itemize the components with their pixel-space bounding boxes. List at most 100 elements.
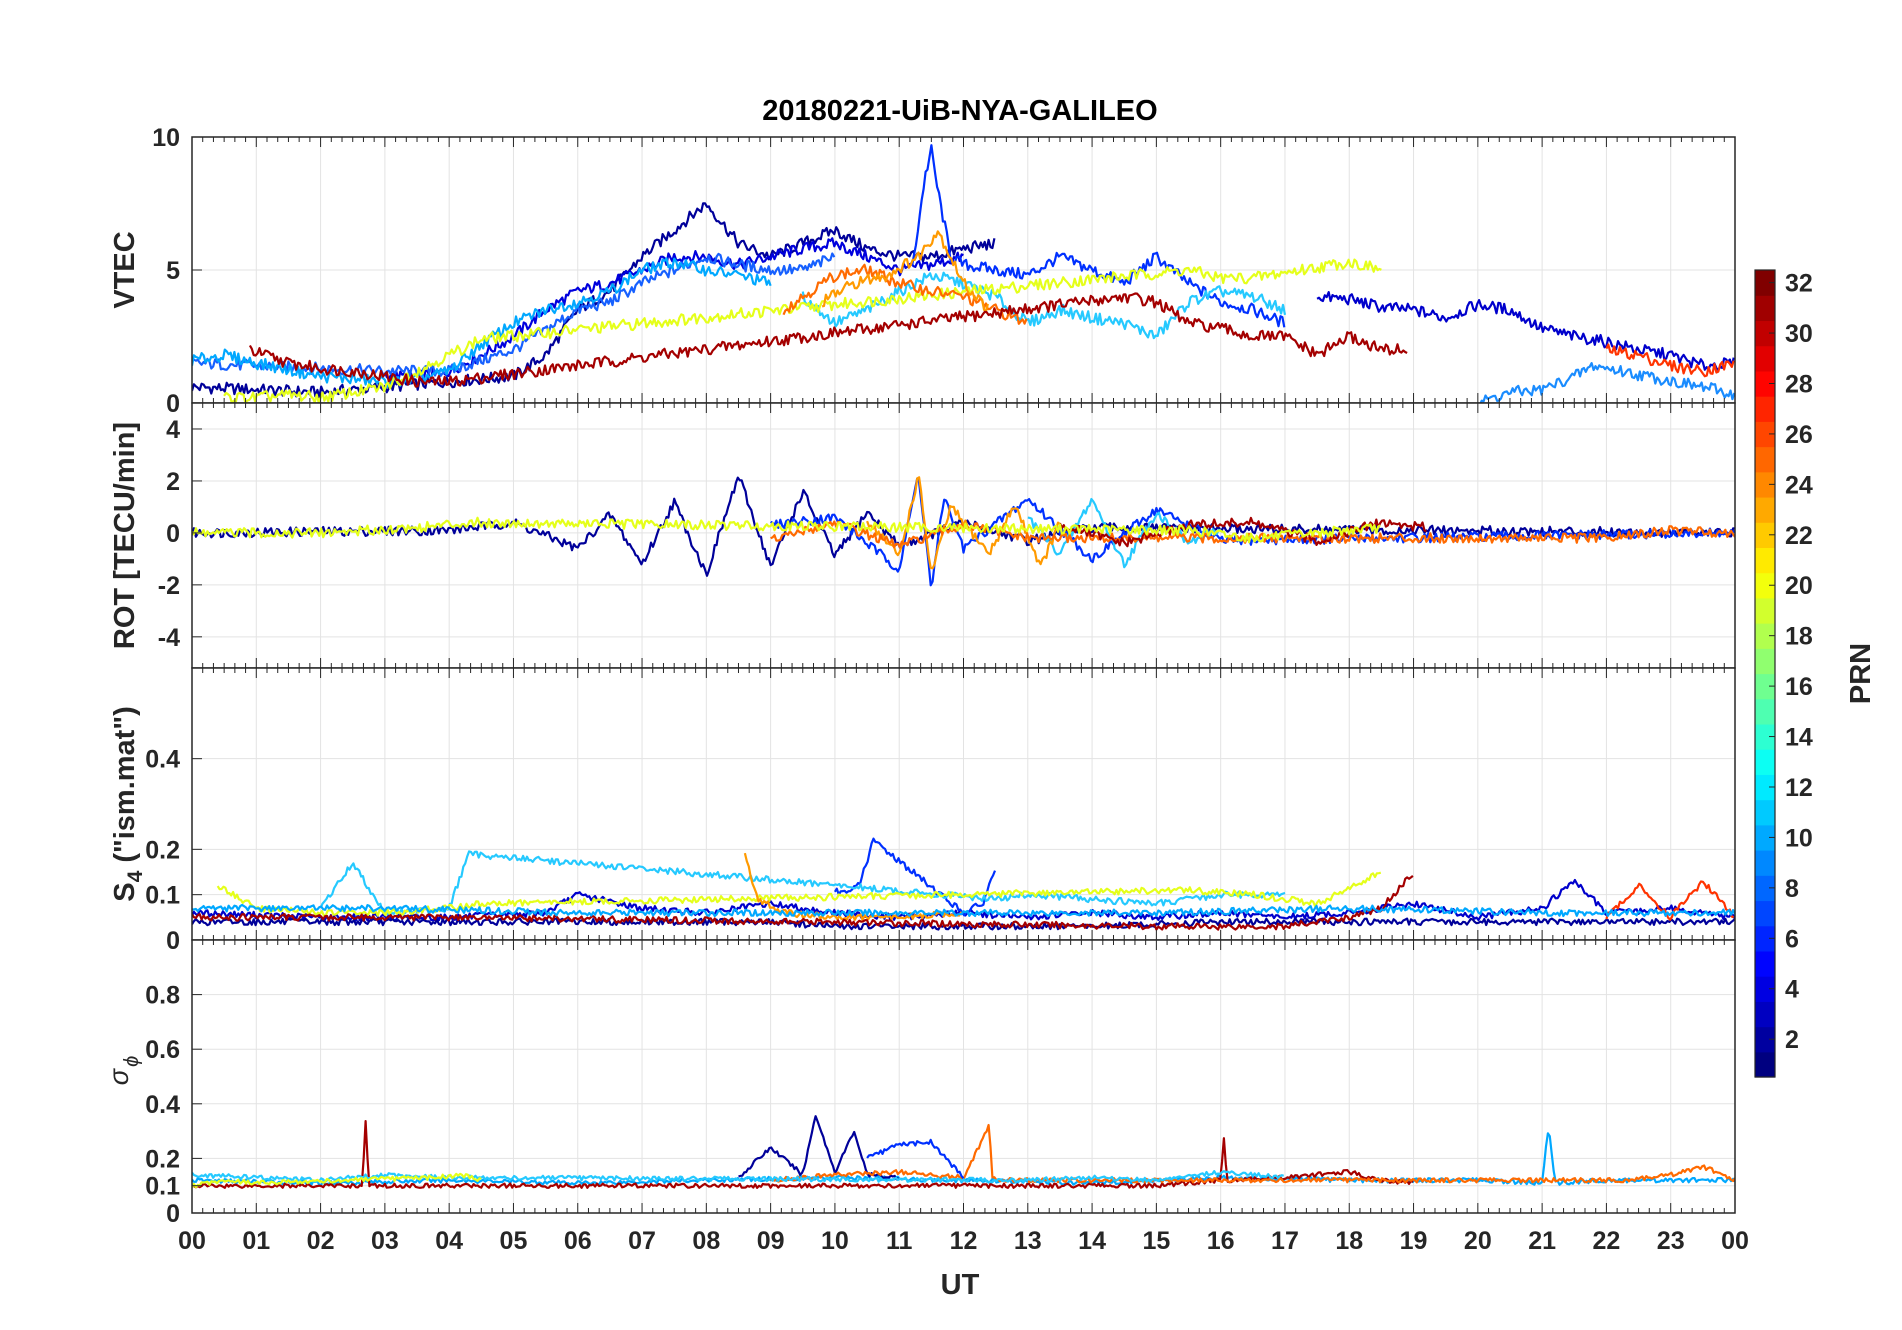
series-line	[192, 1172, 482, 1189]
colorbar-segment	[1755, 900, 1775, 927]
series-line	[192, 1170, 1285, 1184]
x-tick-label: 19	[1400, 1227, 1428, 1255]
y-tick-label: 0.2	[145, 1145, 180, 1173]
grid	[191, 403, 1736, 668]
y-tick-label: 0.4	[145, 1091, 180, 1119]
chart-title: 20180221-UiB-NYA-GALILEO	[762, 95, 1157, 127]
y-tick-label: 0	[166, 520, 180, 548]
series-line	[1605, 880, 1735, 921]
y-tick-label: 10	[152, 124, 180, 152]
y-axis-label: VTEC	[109, 231, 141, 308]
colorbar-label: PRN	[1845, 643, 1877, 704]
colorbar-segment	[1755, 295, 1775, 322]
x-ticks	[191, 137, 1736, 403]
colorbar-segment	[1755, 471, 1775, 498]
x-tick-label: 14	[1078, 1227, 1106, 1255]
y-axis-label-rest: ("ism.mat")	[109, 706, 141, 870]
colorbar-tick-label: 10	[1785, 824, 1813, 852]
x-tick-label: 17	[1271, 1227, 1299, 1255]
colorbar-segment	[1755, 824, 1775, 851]
colorbar-segment	[1755, 270, 1775, 296]
x-tick-label: 23	[1657, 1227, 1685, 1255]
colorbar-tick-label: 16	[1785, 673, 1813, 701]
x-tick-label: 02	[307, 1227, 335, 1255]
x-tick-label: 20	[1464, 1227, 1492, 1255]
colorbar-segment	[1755, 774, 1775, 801]
colorbar-segment	[1755, 446, 1775, 473]
colorbar-tick-label: 14	[1785, 724, 1813, 752]
y-tick-label: 0.6	[145, 1036, 180, 1064]
y-axis-label: σϕ	[104, 1056, 143, 1085]
series-line	[866, 1138, 965, 1180]
y-tick-label: -2	[158, 572, 180, 600]
series-line	[1027, 497, 1221, 569]
x-tick-label: 00	[1721, 1227, 1749, 1255]
colorbar-segment	[1755, 749, 1775, 775]
series-group	[192, 1115, 1735, 1189]
y-tick-label: 0	[166, 390, 180, 418]
x-tick-label: 22	[1593, 1227, 1621, 1255]
colorbar-tick-label: 24	[1785, 471, 1813, 499]
colorbar-segment	[1755, 623, 1775, 649]
y-tick-label: 0.1	[145, 882, 180, 910]
colorbar-frame	[1754, 269, 1776, 1078]
y-tick-label: 5	[166, 257, 180, 285]
colorbar-segment	[1755, 370, 1775, 397]
series-line	[248, 292, 1408, 388]
panel-s4: 00.10.20.4S4 ("ism.mat")	[109, 667, 1736, 955]
series-line	[223, 258, 1382, 403]
x-axis-label: UT	[941, 1269, 980, 1301]
y-tick-label: 2	[166, 468, 180, 496]
colorbar-segment	[1755, 1026, 1775, 1053]
series-line	[738, 1115, 900, 1181]
colorbar-tick-label: 22	[1785, 522, 1813, 550]
colorbar-segment	[1755, 976, 1775, 1002]
x-tick-label: 15	[1142, 1227, 1170, 1255]
x-tick-label: 03	[371, 1227, 399, 1255]
y-tick-label: -4	[158, 624, 180, 652]
series-line	[911, 144, 1286, 328]
y-axis-label: ROT [TECU/min]	[109, 422, 141, 649]
x-tick-label: 16	[1207, 1227, 1235, 1255]
colorbar-tick-label: 6	[1785, 925, 1799, 953]
series-group	[192, 144, 1735, 403]
series-line	[782, 263, 1028, 325]
y-tick-label: 0	[166, 1200, 180, 1228]
colorbar-segment	[1755, 673, 1775, 700]
colorbar-segment	[1755, 547, 1775, 574]
series-line	[216, 871, 1382, 917]
y-tick-label: 4	[166, 416, 180, 444]
colorbar-segment	[1755, 345, 1775, 372]
x-tick-label: 08	[692, 1227, 720, 1255]
colorbar-tick-label: 4	[1785, 976, 1799, 1004]
y-tick-label: 0.8	[145, 982, 180, 1010]
series-line	[192, 257, 772, 389]
series-line	[1605, 343, 1735, 378]
x-tick-label: 12	[950, 1227, 978, 1255]
colorbar-segment	[1755, 950, 1775, 977]
colorbar-tick-label: 26	[1785, 421, 1813, 449]
colorbar-segment	[1755, 1051, 1775, 1078]
colorbar-tick-label: 32	[1785, 270, 1813, 298]
x-tick-label: 11	[886, 1227, 913, 1255]
panel-sigma_phi: 00.10.2 0.4 0.6 0.8 σϕ 00 01 02 03 04 05 06 07 08 09 10…	[104, 939, 1749, 1255]
series-line	[192, 903, 1735, 918]
x-tick-label: 01	[242, 1227, 270, 1255]
colorbar-segment	[1755, 597, 1775, 624]
x-ticks	[191, 668, 1736, 940]
series-group	[192, 476, 1735, 587]
y-tick-label: 0.2	[145, 836, 180, 864]
colorbar-tick-label: 20	[1785, 572, 1813, 600]
colorbar-segment	[1755, 572, 1775, 599]
series-line	[1479, 362, 1735, 403]
colorbar-segment	[1755, 723, 1775, 750]
series-group	[192, 837, 1735, 931]
colorbar-segment	[1755, 875, 1775, 902]
series-line	[801, 271, 1287, 340]
y-axis-label-subscript: 4	[124, 870, 147, 882]
x-tick-label: 10	[821, 1227, 849, 1255]
series-line	[821, 230, 989, 312]
colorbar-tick-label: 12	[1785, 774, 1813, 802]
x-tick-label: 00	[178, 1227, 206, 1255]
